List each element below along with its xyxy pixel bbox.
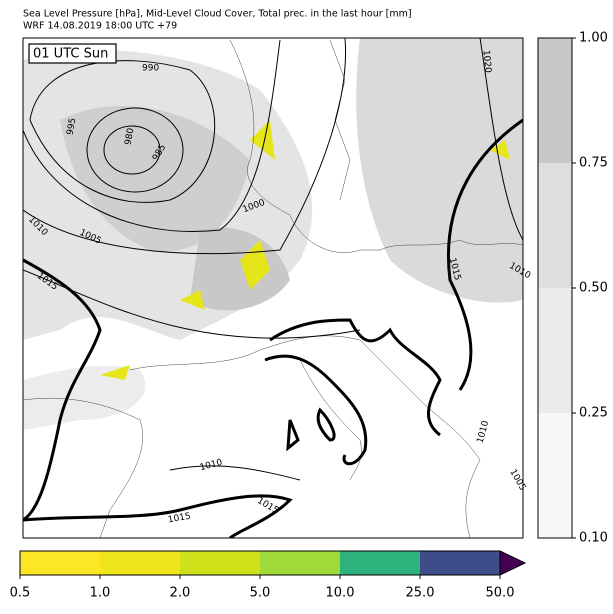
tick-label: 0.25: [579, 406, 608, 421]
colorbar-segment: [538, 413, 572, 538]
tick-label: 0.75: [579, 156, 608, 171]
tick-label: 25.0: [406, 586, 435, 601]
map: 990 995 980 985 1000 1005 1010 1015 1015…: [22, 37, 532, 539]
tick-label: 1.0: [90, 586, 111, 601]
cloud-colorbar: 0.10 0.25 0.50 0.75 1.00: [537, 31, 608, 546]
colorbar-segment: [340, 551, 420, 575]
colorbar-segment: [260, 551, 340, 575]
tick-label: 1.00: [579, 31, 608, 46]
contour-label: 1015: [167, 512, 191, 526]
contour-label: 1020: [481, 50, 493, 74]
tick-label: 50.0: [486, 586, 515, 601]
precip-colorbar: 0.5 1.0 2.0 5.0 10.0 25.0 50.0: [10, 550, 527, 601]
subtitle: WRF 14.08.2019 18:00 UTC +79: [23, 21, 177, 32]
contour-label: 990: [142, 64, 159, 74]
tick-label: 0.10: [579, 531, 608, 546]
tick-label: 2.0: [170, 586, 191, 601]
tick-label: 10.0: [326, 586, 355, 601]
colorbar-segment: [538, 288, 572, 413]
contour-label: 980: [124, 127, 137, 146]
tick-label: 0.5: [10, 586, 31, 601]
colorbar-segment: [180, 551, 260, 575]
colorbar-segment: [420, 551, 500, 575]
colorbar-segment: [538, 163, 572, 288]
colorbar-extend: [499, 550, 527, 576]
tick-label: 5.0: [250, 586, 271, 601]
title: Sea Level Pressure [hPa], Mid-Level Clou…: [23, 9, 412, 20]
map-content: [23, 38, 523, 538]
colorbar-segment: [100, 551, 180, 575]
colorbar-segment: [538, 38, 572, 163]
colorbar-segment: [20, 551, 100, 575]
tick-label: 0.50: [579, 281, 608, 296]
time-label: 01 UTC Sun: [33, 47, 108, 62]
contour-label: 995: [66, 117, 79, 136]
